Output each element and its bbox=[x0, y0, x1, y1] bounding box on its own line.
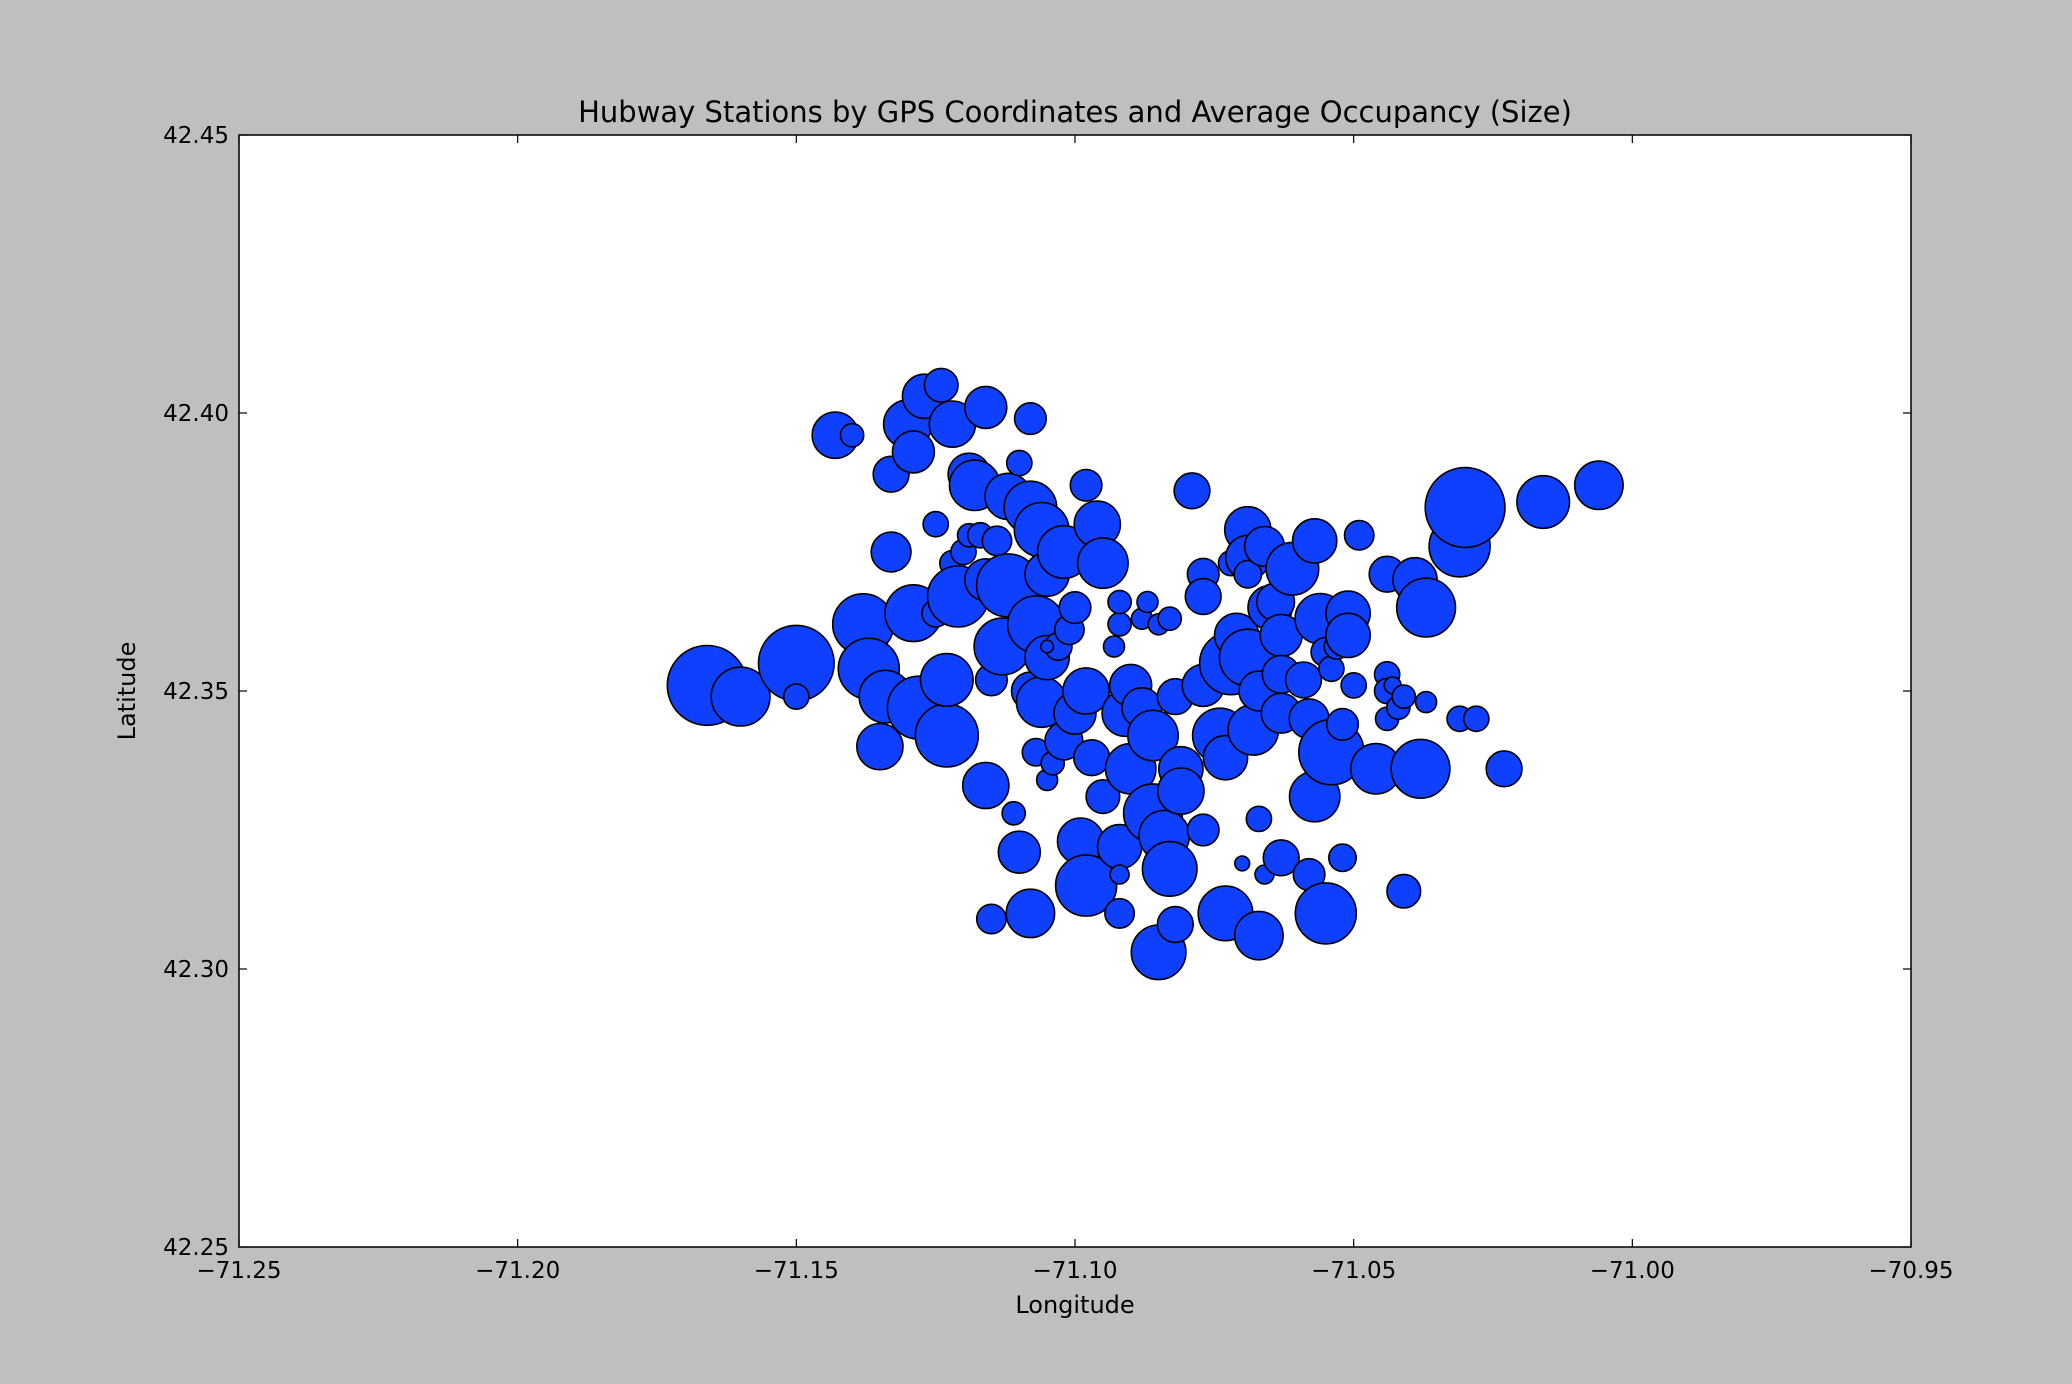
station-marker bbox=[1062, 667, 1111, 715]
station-marker bbox=[1157, 767, 1205, 816]
station-marker bbox=[710, 666, 771, 727]
station-marker bbox=[1462, 705, 1490, 733]
station-marker bbox=[981, 525, 1013, 557]
station-marker bbox=[1343, 519, 1375, 551]
station-marker bbox=[1390, 738, 1451, 799]
x-tick-label: −71.10 bbox=[1032, 1258, 1117, 1284]
x-tick-label: −71.15 bbox=[754, 1258, 839, 1284]
y-tick-label: 42.30 bbox=[163, 957, 229, 983]
station-marker bbox=[1233, 855, 1251, 872]
station-marker bbox=[1157, 606, 1183, 632]
y-tick-label: 42.40 bbox=[163, 401, 229, 427]
station-marker bbox=[1069, 468, 1103, 502]
chart-title: Hubway Stations by GPS Coordinates and A… bbox=[578, 95, 1572, 129]
station-marker bbox=[1039, 639, 1055, 654]
station-marker bbox=[1424, 466, 1506, 549]
station-marker bbox=[923, 367, 959, 403]
station-marker bbox=[975, 903, 1007, 935]
station-marker bbox=[1085, 778, 1121, 815]
station-marker bbox=[1107, 611, 1133, 637]
station-marker bbox=[997, 830, 1042, 875]
station-marker bbox=[1156, 905, 1195, 944]
station-marker bbox=[1141, 840, 1198, 898]
station-marker bbox=[1054, 854, 1118, 917]
station-marker bbox=[1184, 577, 1222, 616]
station-marker bbox=[1109, 864, 1130, 885]
station-marker bbox=[1102, 635, 1126, 658]
station-marker bbox=[914, 703, 980, 768]
x-tick-label: −71.25 bbox=[196, 1258, 281, 1284]
station-marker bbox=[1005, 449, 1033, 477]
station-marker bbox=[891, 430, 936, 474]
station-marker bbox=[1485, 750, 1523, 788]
station-marker bbox=[1104, 897, 1136, 929]
station-marker bbox=[1072, 738, 1111, 777]
station-marker bbox=[1573, 460, 1624, 511]
y-axis-ticks: 42.25 42.30 42.35 42.40 42.45 bbox=[163, 123, 1911, 1261]
station-marker bbox=[1173, 472, 1211, 510]
station-marker bbox=[1291, 518, 1338, 564]
station-marker bbox=[963, 385, 1008, 430]
station-marker bbox=[1395, 577, 1457, 638]
station-marker bbox=[1245, 805, 1273, 833]
station-marker bbox=[1284, 661, 1323, 699]
x-tick-label: −71.05 bbox=[1311, 1258, 1396, 1284]
station-marker bbox=[1001, 800, 1027, 826]
y-tick-label: 42.35 bbox=[163, 679, 229, 705]
x-tick-label: −71.20 bbox=[475, 1258, 560, 1284]
station-marker bbox=[1186, 813, 1220, 847]
x-axis-ticks: −71.25 −71.20 −71.15 −71.10 −71.05 −71.00 −70.… bbox=[196, 135, 1954, 1284]
station-marker bbox=[1294, 882, 1358, 945]
station-marker bbox=[1386, 873, 1422, 909]
station-marker bbox=[1233, 559, 1263, 589]
station-marker bbox=[1127, 709, 1180, 762]
station-marker bbox=[1005, 888, 1056, 939]
station-marker bbox=[1013, 402, 1048, 436]
station-marker bbox=[856, 722, 904, 771]
station-marker bbox=[1391, 684, 1417, 710]
station-marker bbox=[1516, 474, 1571, 530]
station-marker bbox=[1325, 707, 1360, 742]
station-marker bbox=[1058, 590, 1092, 625]
station-marker bbox=[1318, 655, 1345, 683]
station-marker bbox=[1340, 672, 1368, 699]
station-marker bbox=[1136, 590, 1159, 614]
station-marker bbox=[922, 510, 950, 538]
x-tick-label: −71.00 bbox=[1590, 1258, 1675, 1284]
y-tick-label: 42.25 bbox=[163, 1235, 229, 1261]
y-tick-label: 42.45 bbox=[163, 123, 229, 149]
station-marker bbox=[1414, 690, 1438, 714]
x-axis-label: Longitude bbox=[1015, 1291, 1134, 1319]
station-marker bbox=[1325, 612, 1372, 659]
station-marker bbox=[919, 652, 974, 708]
station-marker bbox=[839, 422, 865, 448]
station-marker bbox=[870, 531, 912, 573]
station-marker bbox=[1233, 910, 1284, 961]
y-axis-label: Latitude bbox=[113, 642, 141, 741]
station-marker bbox=[782, 683, 810, 711]
station-marker bbox=[1107, 589, 1133, 615]
scatter-markers bbox=[666, 367, 1624, 981]
station-marker bbox=[961, 761, 1010, 810]
station-marker bbox=[1076, 537, 1129, 590]
station-marker bbox=[1328, 843, 1358, 873]
station-marker bbox=[1262, 839, 1300, 877]
x-tick-label: −70.95 bbox=[1868, 1258, 1953, 1284]
